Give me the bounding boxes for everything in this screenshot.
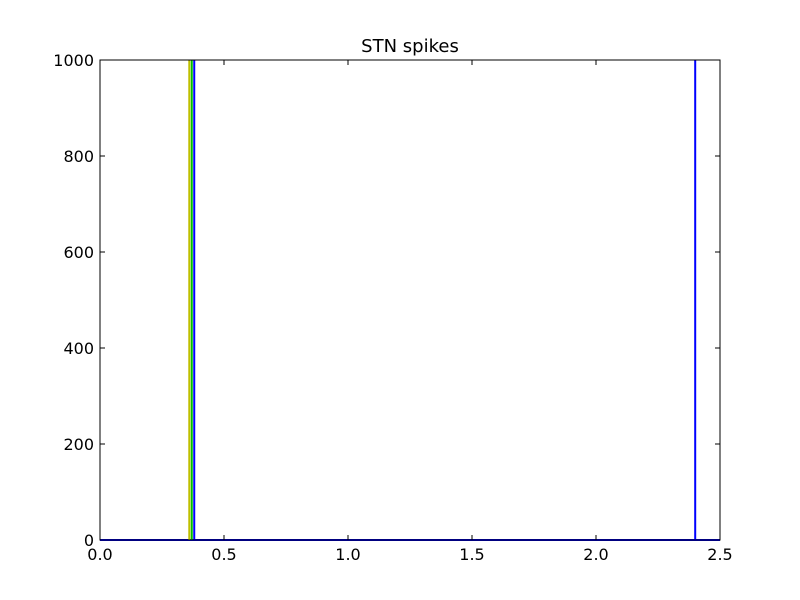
x-tick-label: 1.5 xyxy=(459,545,484,564)
chart-title: STN spikes xyxy=(361,36,459,57)
y-tick-label: 0 xyxy=(84,531,94,550)
x-tick-label: 1.0 xyxy=(335,545,360,564)
y-tick-label: 800 xyxy=(63,147,94,166)
x-tick-label: 2.0 xyxy=(583,545,608,564)
y-tick-label: 600 xyxy=(63,243,94,262)
plot-frame xyxy=(99,59,721,541)
x-tick-label: 0.0 xyxy=(87,545,112,564)
axis-ticks: 0.0 0.5 1.0 1.5 2.0 2.5 0 200 400 600 800 1000 xyxy=(53,51,732,564)
x-tick-label: 0.5 xyxy=(211,545,236,564)
spike-series xyxy=(100,60,720,541)
y-tick-label: 1000 xyxy=(53,51,94,70)
y-tick-label: 200 xyxy=(63,435,94,454)
y-tick-label: 400 xyxy=(63,339,94,358)
x-tick-label: 2.5 xyxy=(707,545,732,564)
